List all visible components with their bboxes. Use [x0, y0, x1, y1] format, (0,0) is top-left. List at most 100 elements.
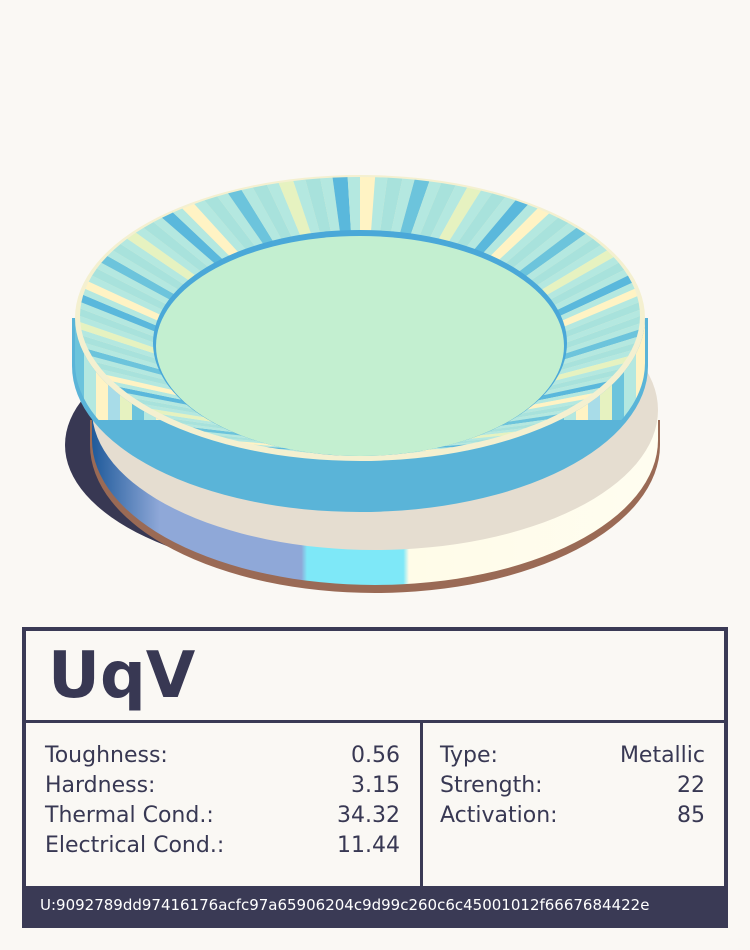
ring-segment: [371, 177, 388, 232]
ring-segment: [564, 302, 640, 339]
value: 0.56: [351, 743, 400, 768]
value: 85: [677, 803, 705, 828]
ring-segment: [101, 369, 175, 391]
ring-segment: [80, 302, 156, 337]
ring-segment: [504, 409, 567, 423]
value: 34.32: [337, 803, 400, 828]
ring-segment: [88, 275, 164, 316]
ring-segment: [512, 223, 577, 272]
ring-segment: [438, 187, 481, 242]
hash: U:9092789dd97416176acfc97a65906204c9d99c…: [26, 886, 724, 924]
ring-segment: [92, 356, 167, 381]
ring-segment: [241, 187, 282, 242]
value: Metallic: [619, 743, 705, 768]
ring-segment: [456, 435, 503, 442]
row: Toughness: 0.56: [45, 741, 400, 771]
ring-segment: [80, 308, 156, 343]
ring-segment: [153, 217, 216, 268]
ring-segment: [498, 213, 558, 264]
ring-segment: [182, 203, 239, 257]
ring-segment: [278, 181, 312, 236]
info-card: UqV Toughness: 0.56 Hardness: 3.15 Thermal C…: [22, 627, 728, 928]
row: Activation: 85: [440, 801, 705, 831]
ring-segment: [95, 362, 171, 386]
ring-segment: [80, 322, 156, 354]
ring-segment: [535, 381, 607, 402]
inner-face: [156, 236, 564, 456]
ring-segment: [214, 434, 264, 442]
ring-segment: [549, 363, 624, 386]
ring-segment: [481, 423, 538, 434]
ring-segment: [182, 423, 238, 433]
ring-segment: [525, 233, 593, 281]
ring-segment: [113, 381, 184, 401]
ring-segment: [293, 179, 321, 235]
ring-segment: [448, 190, 492, 245]
label: Electrical Cond.:: [45, 833, 225, 858]
ring-segment: [473, 428, 526, 437]
ring-segment: [540, 250, 614, 296]
side-stripe: [75, 318, 84, 420]
ring-segment: [530, 388, 600, 406]
disc-ring: [80, 177, 640, 455]
value: 3.15: [351, 773, 400, 798]
ring-segment: [266, 182, 301, 238]
artwork: [65, 175, 660, 593]
ring-segment: [496, 414, 558, 427]
ring-segment: [332, 177, 351, 232]
ring-segment: [305, 178, 331, 234]
ring-segment: [530, 238, 601, 286]
row: Hardness: 3.15: [45, 771, 400, 801]
ring-segment: [536, 245, 607, 291]
ring-segment: [410, 181, 442, 236]
ring-segment: [320, 177, 340, 233]
ring-segment: [101, 255, 176, 301]
ring-segment: [360, 177, 376, 232]
ring-segment: [143, 222, 209, 272]
label: Toughness:: [45, 743, 168, 768]
ring-segment: [204, 431, 254, 439]
ring-segment: [504, 217, 569, 269]
ring-segment: [194, 200, 247, 253]
ring-segment: [466, 197, 516, 250]
divider: [420, 723, 423, 886]
ring-segment: [399, 179, 430, 235]
ring-segment: [127, 393, 195, 410]
ring-segment: [556, 275, 632, 317]
row: Thermal Cond.: 34.32: [45, 801, 400, 831]
ring-segment: [162, 414, 222, 426]
ring-segment: [119, 386, 190, 406]
ring-segment: [544, 369, 619, 392]
ring-segment: [558, 343, 635, 371]
ring-segment: [228, 190, 274, 245]
ring-segment: [545, 257, 619, 301]
ring-segment: [228, 438, 272, 445]
ring-segment: [92, 268, 168, 311]
label: Activation:: [440, 803, 558, 828]
ring-segment: [85, 343, 161, 370]
attributes: Type: Metallic Strength: 22 Activation: 85: [440, 741, 705, 831]
ring-segment: [473, 200, 528, 254]
ring-segment: [490, 208, 550, 261]
ring-segment: [540, 376, 613, 396]
ring-segment: [562, 296, 639, 333]
value: 11.44: [337, 833, 400, 858]
ring-segment: [204, 196, 256, 250]
row: Electrical Cond.: 11.44: [45, 831, 400, 861]
ring-segment: [85, 281, 162, 322]
ring-segment: [120, 238, 190, 285]
ring-segment: [106, 374, 180, 396]
ring-segment: [113, 243, 185, 291]
ring-segment: [252, 184, 292, 240]
ring-segment: [549, 262, 625, 306]
ring-segment: [107, 250, 180, 295]
ring-segment: [172, 208, 230, 260]
ring-segment: [438, 441, 479, 447]
label: Type:: [440, 743, 498, 768]
ring-segment: [524, 393, 593, 411]
ring-segment: [88, 349, 164, 376]
ring-segment: [81, 329, 158, 359]
ring-segment: [82, 335, 159, 365]
ring-segment: [464, 431, 516, 440]
